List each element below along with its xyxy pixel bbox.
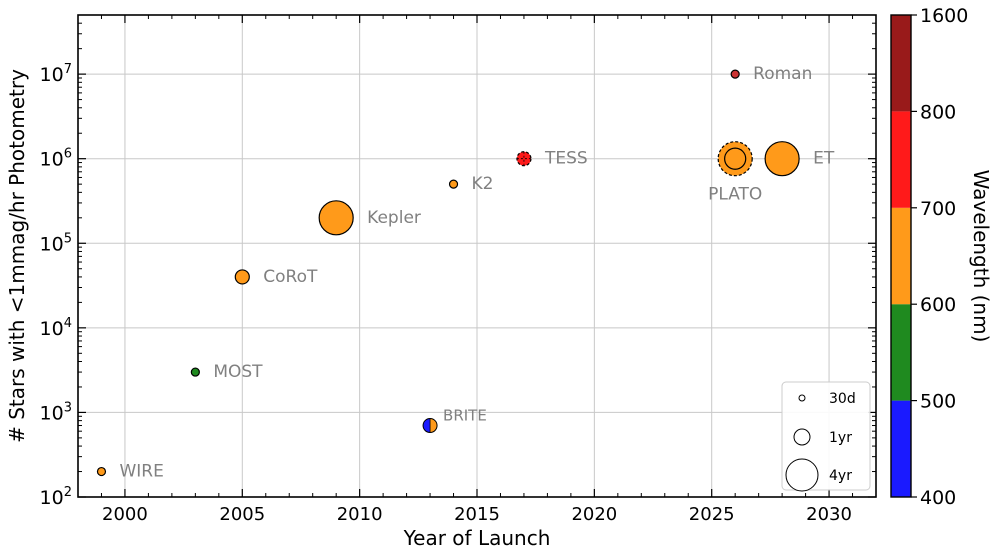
point-roman-marker xyxy=(730,69,740,79)
x-tick-label: 2000 xyxy=(102,504,148,525)
x-tick-label: 2020 xyxy=(571,504,617,525)
x-axis-ticks: 2000 2005 2010 2015 2020 2025 2030 xyxy=(77,15,877,525)
colorbar-segment-500-600 xyxy=(891,304,911,401)
x-tick-label: 2030 xyxy=(806,504,852,525)
x-tick-label: 2015 xyxy=(454,504,500,525)
point-brite-right-half xyxy=(430,418,438,433)
point-et: ET xyxy=(764,141,835,177)
point-plato-marker xyxy=(717,141,753,177)
y-axis-ticks: 102 103 104 105 106 107 xyxy=(40,22,876,509)
size-legend: 30d 1yr 4yr xyxy=(781,381,871,492)
colorbar-tick-label: 1600 xyxy=(920,5,968,27)
point-k2: K2 xyxy=(448,174,494,194)
point-kepler: Kepler xyxy=(318,200,421,236)
legend-label-30d: 30d xyxy=(829,391,856,407)
colorbar-ticks: 400 500 600 700 800 1600 xyxy=(911,5,968,509)
point-k2-marker xyxy=(448,179,459,189)
point-most: MOST xyxy=(190,362,263,382)
colorbar: 400 500 600 700 800 1600 Wavelength (nm) xyxy=(890,5,993,509)
legend-label-4yr: 4yr xyxy=(829,468,852,484)
colorbar-label: Wavelength (nm) xyxy=(969,170,993,343)
colorbar-frame xyxy=(890,14,912,498)
y-tick-label: 106 xyxy=(40,147,72,171)
point-label-kepler: Kepler xyxy=(367,208,421,228)
y-tick-label: 104 xyxy=(40,316,72,340)
point-tess-marker xyxy=(516,151,532,167)
point-corot: CoRoT xyxy=(234,267,318,287)
y-tick-label: 105 xyxy=(40,231,72,255)
legend-marker-30d xyxy=(798,394,806,402)
legend-label-1yr: 1yr xyxy=(829,430,852,446)
colorbar-tick-label: 500 xyxy=(920,391,956,413)
colorbar-tick-label: 700 xyxy=(920,198,956,220)
colorbar-segment-400-500 xyxy=(891,400,911,497)
grid-lines xyxy=(78,15,876,498)
x-tick-label: 2010 xyxy=(337,504,383,525)
y-tick-label: 102 xyxy=(40,485,72,509)
point-label-corot: CoRoT xyxy=(263,267,318,287)
point-et-marker xyxy=(764,141,800,177)
point-brite: BRITE xyxy=(422,407,487,434)
y-tick-label: 103 xyxy=(40,400,72,424)
point-wire-marker xyxy=(96,466,107,477)
point-plato-inner-ring xyxy=(724,147,747,170)
point-corot-marker xyxy=(234,269,250,285)
y-axis-label: # Stars with <1mmag/hr Photometry xyxy=(5,69,29,443)
colorbar-segment-800-1600 xyxy=(891,15,911,112)
point-label-plato: PLATO xyxy=(708,185,762,205)
colorbar-segment-700-800 xyxy=(891,111,911,208)
point-label-k2: K2 xyxy=(472,174,494,194)
colorbar-tick-label: 600 xyxy=(920,294,956,316)
data-points: WIRE MOST CoRoT Kepler K2 BRITE TESS PLATO ET Rom… xyxy=(96,64,835,482)
legend-marker-4yr xyxy=(785,458,819,492)
point-wire: WIRE xyxy=(96,462,164,482)
y-tick-label: 107 xyxy=(40,62,72,86)
point-roman: Roman xyxy=(730,64,812,84)
x-tick-label: 2005 xyxy=(219,504,265,525)
point-kepler-marker xyxy=(318,200,354,236)
x-axis-label: Year of Launch xyxy=(403,526,551,550)
point-tess: TESS xyxy=(516,149,588,169)
point-brite-left-half xyxy=(423,418,431,433)
colorbar-segments xyxy=(891,15,911,497)
colorbar-tick-label: 800 xyxy=(920,101,956,123)
point-label-most: MOST xyxy=(213,362,263,382)
colorbar-tick-label: 400 xyxy=(920,487,956,509)
legend-marker-1yr xyxy=(793,428,811,446)
point-most-marker xyxy=(190,367,200,377)
colorbar-segment-600-700 xyxy=(891,207,911,305)
x-tick-label: 2025 xyxy=(689,504,735,525)
point-label-roman: Roman xyxy=(753,64,812,84)
point-label-et: ET xyxy=(813,149,835,169)
point-plato: PLATO xyxy=(708,141,762,205)
point-label-brite: BRITE xyxy=(443,407,487,425)
plot-frame xyxy=(77,14,877,498)
point-label-wire: WIRE xyxy=(119,462,163,482)
point-label-tess: TESS xyxy=(544,149,588,169)
